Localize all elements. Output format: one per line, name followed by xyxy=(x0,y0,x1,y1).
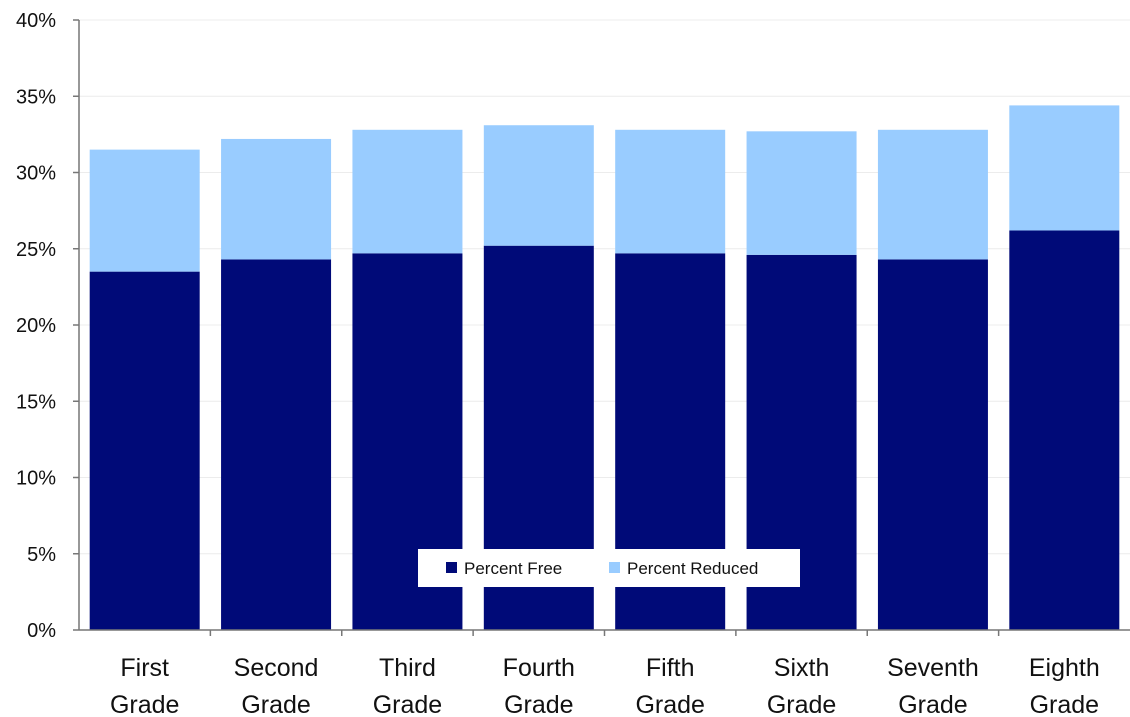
bar-segment-reduced xyxy=(746,131,857,255)
x-tick-label: First xyxy=(120,654,169,682)
x-tick-label: Sixth xyxy=(774,654,830,682)
bar-segment-free xyxy=(89,271,200,630)
bar-segment-free xyxy=(221,259,332,630)
x-tick-label: Seventh xyxy=(887,654,979,682)
x-tick-label: Grade xyxy=(504,691,573,717)
x-tick-label: Third xyxy=(379,654,436,682)
x-tick-label: Grade xyxy=(1030,691,1099,717)
x-tick-label: Grade xyxy=(110,691,179,717)
legend-label-reduced: Percent Reduced xyxy=(627,559,758,578)
x-tick-label: Grade xyxy=(898,691,967,717)
legend-swatch-free xyxy=(446,562,457,573)
y-tick-label: 10% xyxy=(16,468,56,490)
x-tick-label: Grade xyxy=(241,691,310,717)
bar-segment-reduced xyxy=(1009,105,1120,231)
y-tick-label: 40% xyxy=(16,10,56,32)
x-tick-label: Eighth xyxy=(1029,654,1100,682)
x-tick-label: Second xyxy=(234,654,319,682)
x-tick-labels: First Grade Second Grade Third Grade Fourth Gra… xyxy=(110,630,1100,717)
x-tick-label: Grade xyxy=(373,691,442,717)
y-tick-label: 25% xyxy=(16,239,56,261)
bar-segment-reduced xyxy=(877,129,988,260)
bar-segment-reduced xyxy=(615,129,726,254)
legend-swatch-reduced xyxy=(609,562,620,573)
y-tick-label: 30% xyxy=(16,163,56,185)
legend: Percent Free Percent Reduced xyxy=(418,549,800,587)
y-tick-label: 35% xyxy=(16,86,56,108)
bar-segment-reduced xyxy=(483,125,594,246)
legend-label-free: Percent Free xyxy=(464,559,562,578)
y-tick-label: 15% xyxy=(16,391,56,413)
bar-segment-free xyxy=(1009,230,1120,630)
y-tick-labels: 0% 5% 10% 15% 20% 25% 30% 35% 40% xyxy=(16,10,56,642)
x-tick-label: Grade xyxy=(635,691,704,717)
bar-segment-reduced xyxy=(89,149,200,272)
x-tick-label: Grade xyxy=(767,691,836,717)
bar-segment-free xyxy=(877,259,988,630)
x-tick-label: Fifth xyxy=(646,654,695,682)
x-tick-label: Fourth xyxy=(503,654,575,682)
bar-segment-reduced xyxy=(352,129,463,254)
y-tick-label: 0% xyxy=(27,620,56,642)
y-tick-label: 5% xyxy=(27,544,56,566)
y-tick-label: 20% xyxy=(16,315,56,337)
bar-segment-reduced xyxy=(221,138,332,260)
